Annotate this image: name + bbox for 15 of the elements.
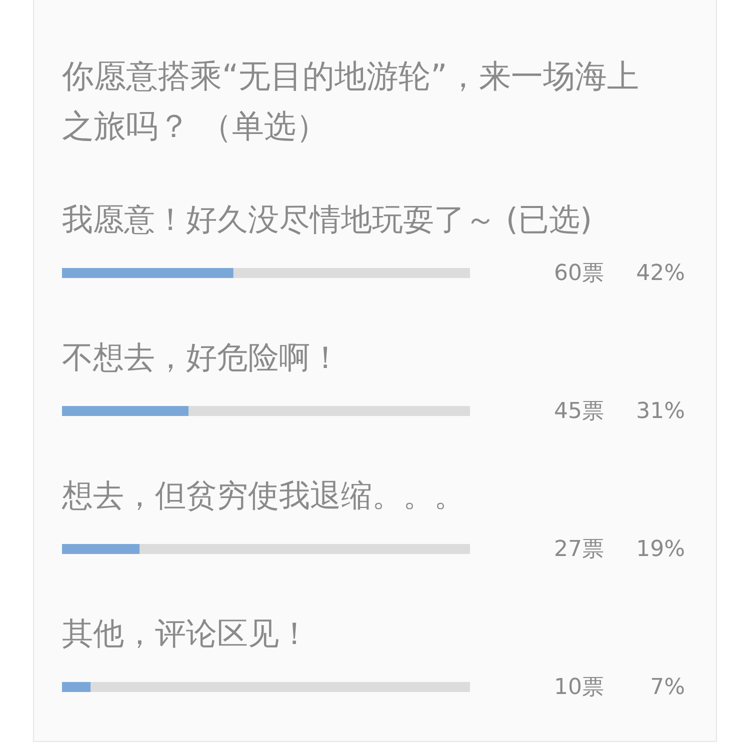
text: 10票 [554,674,604,700]
chart-title: 你愿意搭乘“无目的地游轮”，来一场海上之旅吗？ （单选） [62,56,640,147]
y-tick-label: 我愿意！好久没尽情地玩耍了～ (已选) [62,202,592,238]
y-tick-label: 其他，评论区见！ [62,616,310,652]
text: 27票 [554,536,604,562]
bar [62,682,91,692]
bar [62,544,140,554]
text: 60票 [554,260,604,286]
data-label: 42% [636,260,685,286]
data-label: 19% [636,536,685,562]
y-tick-label: 想去，但贫穷使我退缩。。。 [61,478,465,514]
text: 45票 [554,398,604,424]
data-label: 31% [636,398,685,424]
y-tick-label: 不想去，好危险啊！ [62,340,341,376]
data-label: 7% [650,674,685,700]
